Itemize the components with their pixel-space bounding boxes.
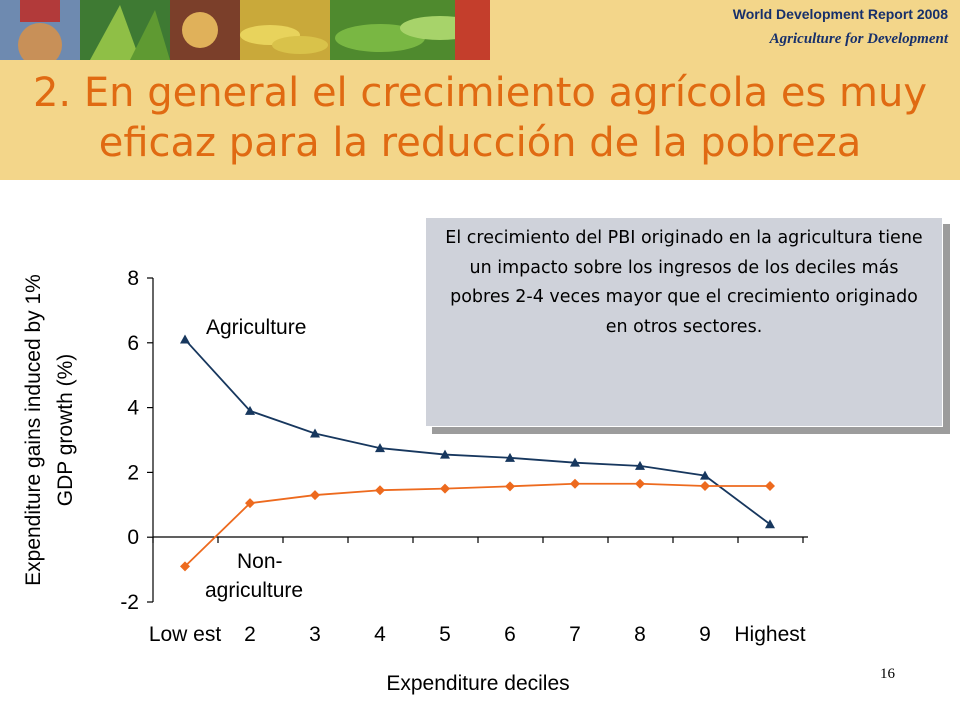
- y-axis-ticks: -2 0 2 4 6 8: [120, 267, 153, 614]
- callout-box: El crecimiento del PBI originado en la a…: [425, 217, 943, 427]
- series-layer: [180, 334, 775, 572]
- data-point-non-agriculture: [700, 481, 710, 492]
- slide-title-band: 2. En general el crecimiento agrícola es…: [0, 60, 960, 180]
- callout-text: El crecimiento del PBI originado en la a…: [445, 228, 923, 337]
- x-tick-label: 3: [309, 623, 321, 646]
- report-subtitle: Agriculture for Development: [769, 31, 948, 47]
- x-tick-label: 6: [504, 623, 516, 646]
- data-point-agriculture: [765, 519, 775, 529]
- expenditure-gains-chart: -2 0 2 4 6 8 Low est 2 3 4 5 6 7 8 9 Highest Expenditu…: [22, 267, 808, 695]
- slide-title: 2. En general el crecimiento agrícola es…: [0, 68, 960, 168]
- series-label-agriculture: Agriculture: [206, 316, 306, 339]
- data-point-agriculture: [440, 449, 450, 459]
- data-point-agriculture: [635, 460, 645, 470]
- series-line-non-agriculture: [184, 482, 770, 568]
- chart-frame: [152, 278, 808, 602]
- y-tick-label: 4: [127, 397, 139, 420]
- x-tick-label: Highest: [734, 623, 805, 646]
- data-point-non-agriculture: [570, 478, 580, 489]
- y-axis-title-line-1: Expenditure gains induced by 1%: [22, 274, 45, 586]
- data-point-agriculture: [700, 470, 710, 480]
- y-tick-label: -2: [120, 591, 139, 614]
- data-point-non-agriculture: [375, 485, 385, 496]
- y-axis-title-line-2: GDP growth (%): [54, 354, 77, 507]
- data-point-agriculture: [180, 334, 190, 344]
- y-axis-title: Expenditure gains induced by 1% GDP grow…: [22, 274, 77, 586]
- y-tick-label: 6: [127, 332, 139, 355]
- y-tick-label: 8: [127, 267, 139, 290]
- x-tick-label: 9: [699, 623, 711, 646]
- data-point-agriculture: [505, 452, 515, 462]
- data-point-non-agriculture: [180, 561, 190, 572]
- data-point-non-agriculture: [765, 481, 775, 492]
- data-point-non-agriculture: [635, 478, 645, 489]
- slide-title-line-2: eficaz para la reducción de la pobreza: [98, 120, 862, 166]
- report-title: World Development Report 2008: [732, 6, 948, 22]
- data-point-non-agriculture: [505, 481, 515, 492]
- x-tick-label: 2: [244, 623, 256, 646]
- x-tick-label: 5: [439, 623, 451, 646]
- data-point-agriculture: [245, 405, 255, 415]
- x-tick-label: 4: [374, 623, 386, 646]
- x-tick-label: 7: [569, 623, 581, 646]
- x-tick-label: 8: [634, 623, 646, 646]
- data-point-agriculture: [570, 457, 580, 467]
- series-line-agriculture: [184, 338, 771, 525]
- banner-photo-strip: [0, 0, 490, 60]
- series-label-non-agriculture-line-2: agriculture: [205, 579, 303, 602]
- slide-title-line-1: 2. En general el crecimiento agrícola es…: [32, 70, 927, 116]
- header-banner: World Development Report 2008 Agricultur…: [0, 0, 960, 60]
- x-tick-label: Low est: [149, 623, 222, 646]
- y-tick-label: 2: [127, 461, 139, 484]
- data-point-non-agriculture: [310, 490, 320, 501]
- report-credit-panel: [490, 0, 960, 60]
- x-axis-ticks: Low est 2 3 4 5 6 7 8 9 Highest: [149, 537, 806, 646]
- x-axis-title: Expenditure deciles: [386, 672, 569, 695]
- y-tick-label: 0: [127, 526, 139, 549]
- data-point-agriculture: [375, 443, 385, 453]
- page-number: 16: [880, 666, 895, 682]
- data-point-non-agriculture: [440, 483, 450, 494]
- data-point-agriculture: [310, 428, 320, 438]
- series-label-non-agriculture-line-1: Non-: [237, 550, 283, 573]
- data-point-non-agriculture: [245, 498, 255, 509]
